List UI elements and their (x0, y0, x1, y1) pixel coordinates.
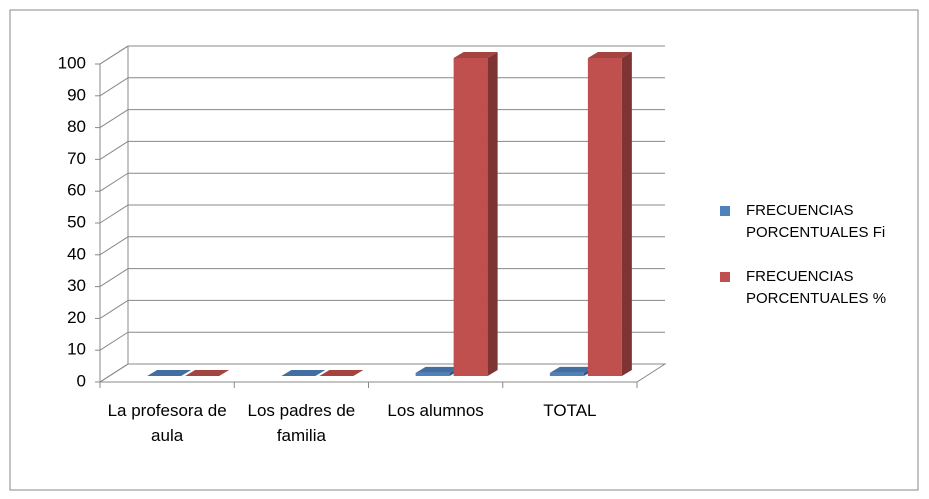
y-tick-label: 10 (67, 340, 86, 359)
y-tick-label: 0 (77, 371, 86, 390)
bar-side (621, 52, 632, 376)
y-tick-label: 20 (67, 308, 86, 327)
bar-top (415, 366, 460, 373)
bar-front (453, 58, 488, 376)
legend-label: FRECUENCIAS PORCENTUALES Fi (746, 202, 886, 241)
bar-top (147, 370, 192, 376)
bar-top (587, 52, 632, 58)
x-tick-label: Los padres de familia (247, 401, 356, 445)
y-tick-label: 40 (67, 244, 86, 263)
bar-top (185, 370, 230, 376)
bar (185, 370, 230, 376)
legend-swatch (720, 272, 730, 282)
y-tick-label: 50 (67, 212, 86, 231)
bar-front (549, 372, 584, 376)
bar (147, 370, 192, 376)
y-tick-label: 80 (67, 117, 86, 136)
legend-item: FRECUENCIAS PORCENTUALES Fi (720, 200, 920, 244)
legend-swatch (720, 206, 730, 216)
y-tick-label: 70 (67, 149, 86, 168)
bar-top (319, 370, 364, 376)
bar (453, 52, 498, 376)
grid-line (99, 45, 665, 65)
bar-top (549, 366, 594, 373)
bar-side (487, 52, 498, 376)
x-tick-label: La profesora de aula (107, 401, 227, 445)
y-tick-label: 30 (67, 276, 86, 295)
bar-front (587, 58, 622, 376)
y-tick-label: 60 (67, 181, 86, 200)
y-tick-label: 90 (67, 85, 86, 104)
bar-top (281, 370, 326, 376)
bar-front (415, 372, 450, 376)
x-tick-label: TOTAL (543, 401, 597, 420)
x-tick-label: Los alumnos (387, 401, 484, 420)
legend-item: FRECUENCIAS PORCENTUALES % (720, 266, 920, 310)
y-tick-label: 100 (58, 53, 86, 72)
bar-top (453, 52, 498, 58)
legend-label: FRECUENCIAS PORCENTUALES % (746, 268, 887, 307)
bar (281, 370, 326, 376)
bar (319, 370, 364, 376)
bar (587, 52, 632, 376)
